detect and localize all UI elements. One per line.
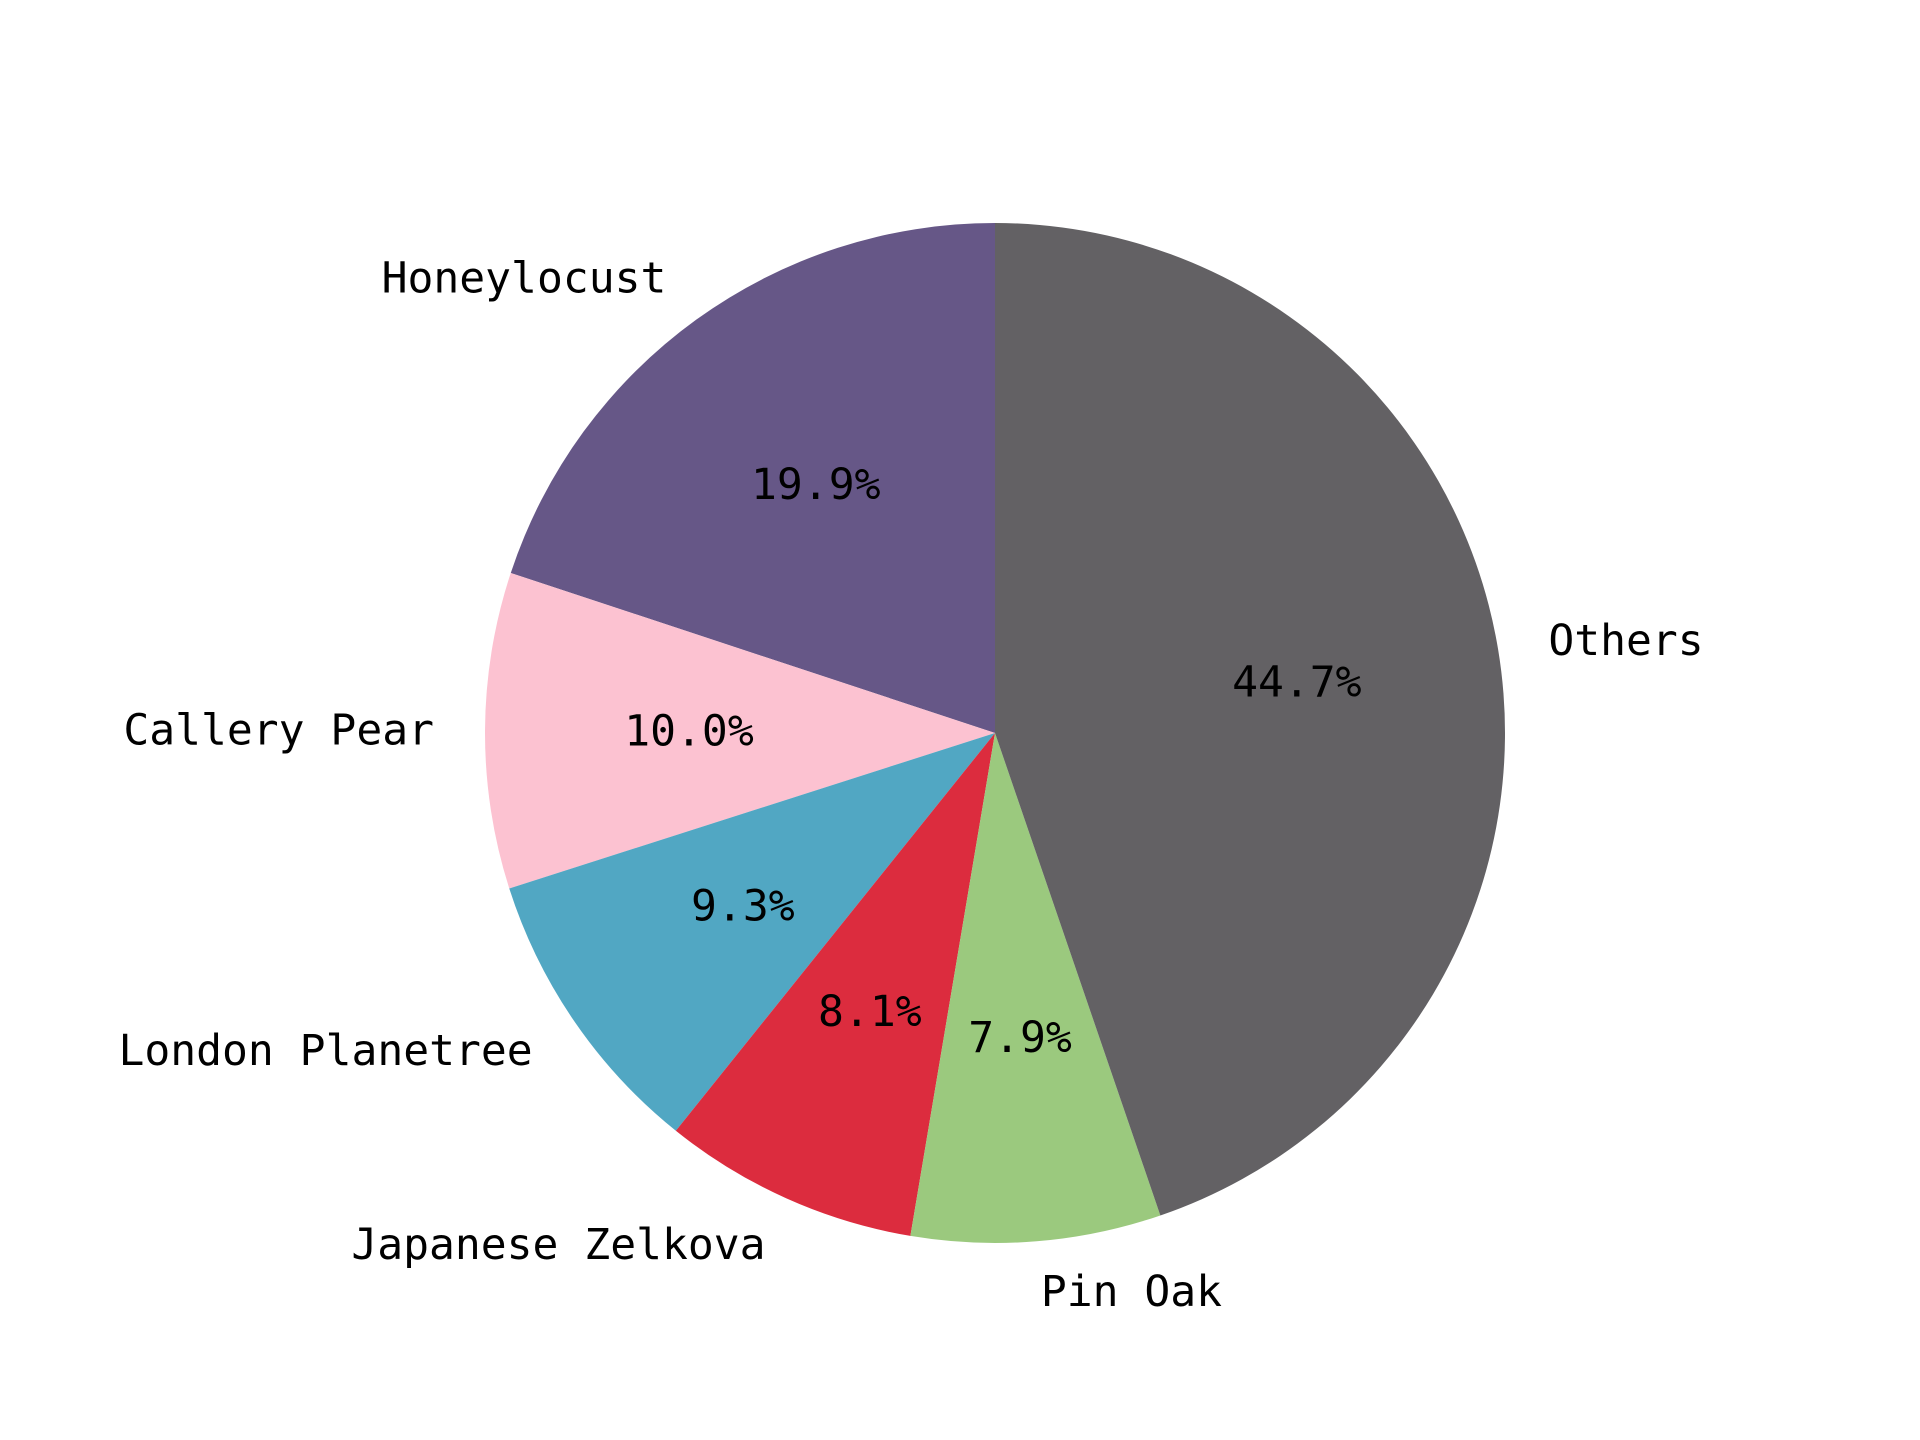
pie-slice-pin-oak [910,733,1161,1243]
slice-label-others: Others [1548,616,1703,666]
pie-slice-callery-pear [485,572,995,889]
slice-label-japanese-zelkova: Japanese Zelkova [351,1220,765,1270]
pct-label-callery-pear: 10.0% [624,707,754,757]
pct-label-others: 44.7% [1232,658,1362,708]
pie-slice-japanese-zelkova [675,733,995,1236]
pct-label-honeylocust: 19.9% [751,460,881,510]
slice-label-callery-pear: Callery Pear [123,705,434,755]
pie-slice-london-planetree [509,733,995,1131]
slice-label-london-planetree: London Planetree [118,1026,532,1076]
pct-label-london-planetree: 9.3% [691,881,795,931]
slices-layer [485,223,1506,1243]
pie-slice-others [995,223,1506,1216]
pct-label-japanese-zelkova: 8.1% [818,987,922,1037]
labels-layer: Honeylocust 19.9% Callery Pear 10.0% London … [118,253,1703,1317]
pct-label-pin-oak: 7.9% [968,1013,1072,1063]
slice-label-pin-oak: Pin Oak [1041,1267,1222,1317]
slice-label-honeylocust: Honeylocust [382,253,667,303]
pie-slice-honeylocust [510,223,995,733]
